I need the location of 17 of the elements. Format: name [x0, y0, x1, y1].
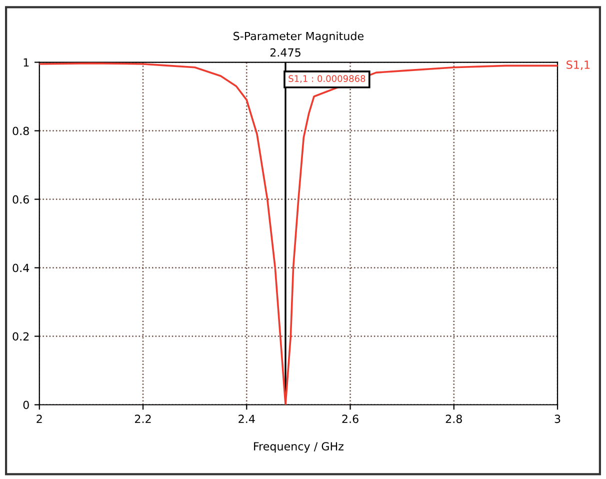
- series-label: S1,1: [566, 60, 590, 70]
- x-axis-title: Frequency / GHz: [254, 442, 344, 453]
- x-tick-label: 2.8: [446, 414, 462, 424]
- x-tick-label: 2: [36, 414, 42, 423]
- x-tick-label: 2.2: [134, 414, 151, 423]
- x-tick-label: 2.6: [342, 414, 358, 424]
- y-tick-label: 0.8: [12, 126, 29, 136]
- annotation: S1,1 : 0.0009868: [288, 75, 366, 83]
- y-tick-label: 0.6: [12, 195, 29, 204]
- chart-title: S-Parameter Magnitude: [234, 32, 364, 42]
- x-tick-label: 3: [554, 414, 560, 424]
- x-tick-label: 2.4: [238, 414, 255, 423]
- y-tick-label: 0: [23, 400, 29, 410]
- y-tick-label: 0.4: [12, 264, 30, 272]
- y-tick-label: 0.2: [12, 332, 29, 341]
- y-tick-label: 1: [24, 58, 29, 66]
- ref-line-label: 2.475: [270, 48, 300, 57]
